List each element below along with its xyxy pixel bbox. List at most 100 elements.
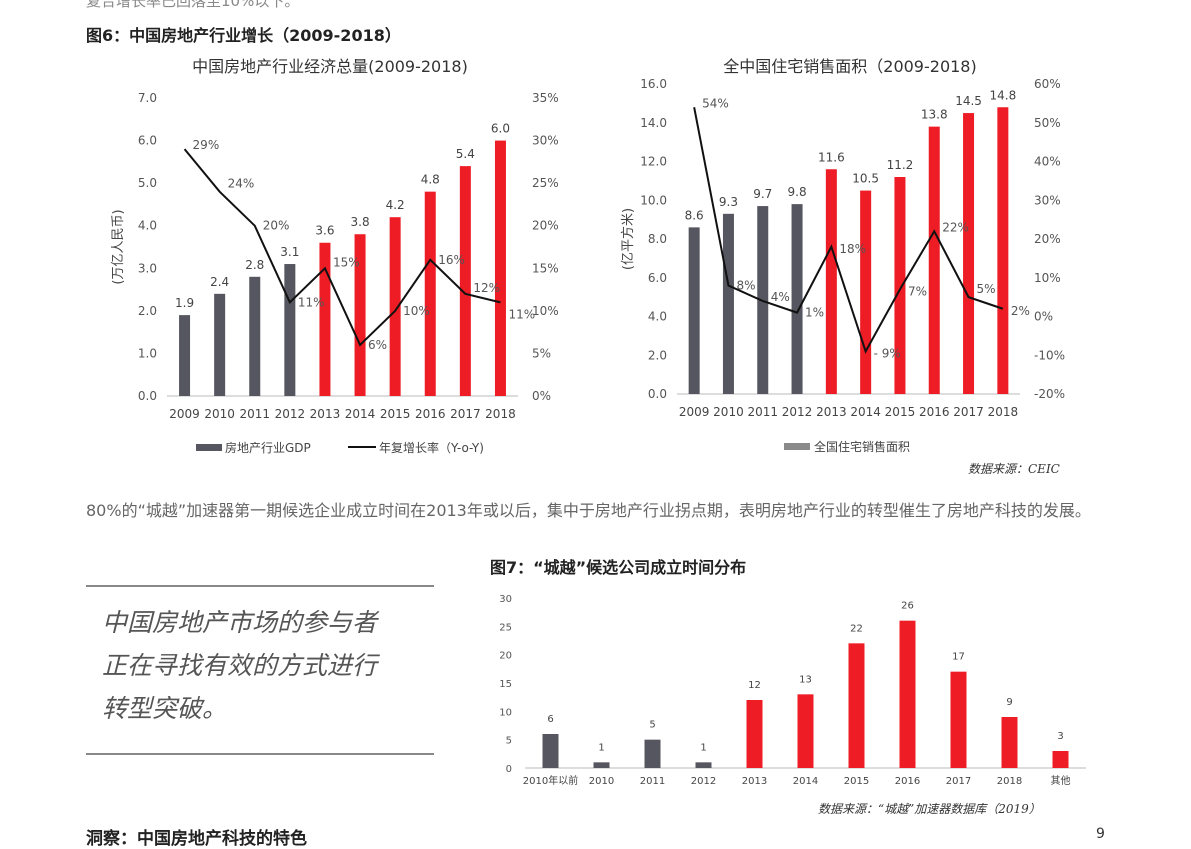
bar-value-label: 26 <box>901 601 914 612</box>
body-paragraph: 80%的“城越”加速器第一期候选企业成立时间在2013年或以后，集中于房地产行业… <box>86 501 1091 520</box>
bar <box>1052 751 1069 768</box>
bar-value-label: 5.4 <box>456 147 475 161</box>
y-tick-label: 30 <box>499 594 512 605</box>
y-tick-label: 7.0 <box>138 91 157 105</box>
bar-value-label: 9.3 <box>719 195 738 209</box>
bar-value-label: 12 <box>748 680 761 691</box>
y-tick-label: 10.0 <box>640 193 667 207</box>
x-tick-label: 2010 <box>204 407 235 421</box>
legend-bar-label: 全国住宅销售面积 <box>814 439 910 454</box>
y-tick-label: 1.0 <box>138 346 157 360</box>
x-tick-label: 2012 <box>691 776 716 787</box>
x-tick-label: 2012 <box>782 405 813 419</box>
x-tick-label: 2015 <box>844 776 869 787</box>
y2-tick-label: 60% <box>1034 77 1061 91</box>
y2-tick-label: 25% <box>532 176 559 190</box>
bar-value-label: 6.0 <box>491 122 510 136</box>
x-tick-label: 2009 <box>169 407 200 421</box>
growth-label: 8% <box>736 279 755 293</box>
x-tick-label: 2014 <box>850 405 881 419</box>
next-section-heading: 洞察：中国房地产科技的特色 <box>86 829 307 849</box>
x-tick-label: 2013 <box>816 405 847 419</box>
y-tick-label: 0.0 <box>648 387 667 401</box>
growth-label: 29% <box>193 138 220 152</box>
y2-tick-label: 10% <box>1034 271 1061 285</box>
y-tick-label: 8.0 <box>648 232 667 246</box>
bar <box>644 739 661 768</box>
x-tick-label: 2018 <box>988 405 1019 419</box>
chart2-residential-sales: 0.0 2.0 4.0 6.0 8.0 10.0 12.0 14.0 16.0 -20% -10% 0… <box>620 77 1065 454</box>
bar <box>894 177 906 394</box>
bar-value-label: 3.6 <box>315 224 334 238</box>
figure6-title: 图6：中国房地产行业增长（2009-2018） <box>86 26 401 45</box>
bar-value-label: 4.2 <box>386 198 405 212</box>
growth-label: 5% <box>977 282 996 296</box>
bar-value-label: 13.8 <box>921 108 948 122</box>
cut-off-text: 复合增长率已回落至10%以下。 <box>86 0 300 10</box>
bar <box>249 276 261 396</box>
growth-label: 54% <box>702 96 729 110</box>
bar-value-label: 5 <box>649 720 655 731</box>
bar <box>319 242 331 396</box>
bar-value-label: 17 <box>952 652 965 663</box>
legend-bar-swatch <box>784 443 810 450</box>
growth-label: 7% <box>908 284 927 298</box>
x-tick-label: 2016 <box>919 405 950 419</box>
y-axis-label: (万亿人民币) <box>111 209 126 284</box>
x-tick-label: 2012 <box>275 407 306 421</box>
bar <box>797 694 814 768</box>
pull-quote-text: 中国房地产市场的参与者 正在寻找有效的方式进行 转型突破。 <box>102 608 378 723</box>
bar <box>746 700 763 768</box>
bar-value-label: 3.8 <box>351 215 370 229</box>
legend-bar-swatch <box>196 444 222 451</box>
page-number: 9 <box>1096 826 1105 842</box>
bar <box>179 315 191 396</box>
y-tick-label: 5.0 <box>138 176 157 190</box>
chart1-gdp: 0.0 1.0 2.0 3.0 4.0 5.0 6.0 7.0 0% 5% 10% 15% 20% 25%… <box>111 91 559 455</box>
legend-bar-label: 房地产行业GDP <box>225 440 311 455</box>
y2-tick-label: 20% <box>532 219 559 233</box>
x-tick-label: 2010年以前 <box>523 774 578 787</box>
bar <box>542 734 559 768</box>
bar <box>284 264 296 396</box>
y-tick-label: 15 <box>499 679 512 690</box>
chart2-title: 全中国住宅销售面积（2009-2018) <box>723 57 977 76</box>
y-tick-label: 0 <box>506 764 512 775</box>
bar-value-label: 1.9 <box>175 296 194 310</box>
y2-tick-label: 5% <box>532 346 551 360</box>
y-tick-label: 2.0 <box>648 348 667 362</box>
source-database: 数据来源：“城越”加速器数据库（2019） <box>818 802 1041 816</box>
growth-label: 24% <box>228 177 255 191</box>
y-tick-label: 0.0 <box>138 389 157 403</box>
growth-label: 6% <box>368 338 387 352</box>
bar-value-label: 2.4 <box>210 275 229 289</box>
x-tick-label: 2014 <box>793 776 818 787</box>
x-tick-label: 2015 <box>885 405 916 419</box>
growth-label: - 9% <box>874 346 901 360</box>
bar-value-label: 8.6 <box>685 208 704 222</box>
growth-label: 16% <box>438 253 465 267</box>
x-tick-label: 2010 <box>713 405 744 419</box>
y-tick-label: 10 <box>499 707 512 718</box>
bar <box>963 113 975 394</box>
bar-value-label: 11.2 <box>887 158 914 172</box>
bar <box>688 227 700 394</box>
x-tick-label: 2010 <box>589 776 614 787</box>
growth-label: 18% <box>839 242 866 256</box>
x-tick-label: 2015 <box>380 407 411 421</box>
bar <box>593 762 610 768</box>
y-tick-label: 3.0 <box>138 261 157 275</box>
y2-tick-label: 15% <box>532 261 559 275</box>
bar <box>494 140 506 396</box>
y-tick-label: 16.0 <box>640 77 667 91</box>
x-tick-label: 2009 <box>679 405 710 419</box>
bar <box>928 126 940 394</box>
bar-value-label: 14.5 <box>955 94 982 108</box>
growth-label: 22% <box>942 220 969 234</box>
x-tick-label: 其他 <box>1051 774 1071 787</box>
x-tick-label: 2011 <box>640 776 665 787</box>
y2-tick-label: 10% <box>532 304 559 318</box>
x-tick-label: 2016 <box>415 407 446 421</box>
growth-label: 15% <box>333 255 360 269</box>
x-tick-label: 2016 <box>895 776 920 787</box>
